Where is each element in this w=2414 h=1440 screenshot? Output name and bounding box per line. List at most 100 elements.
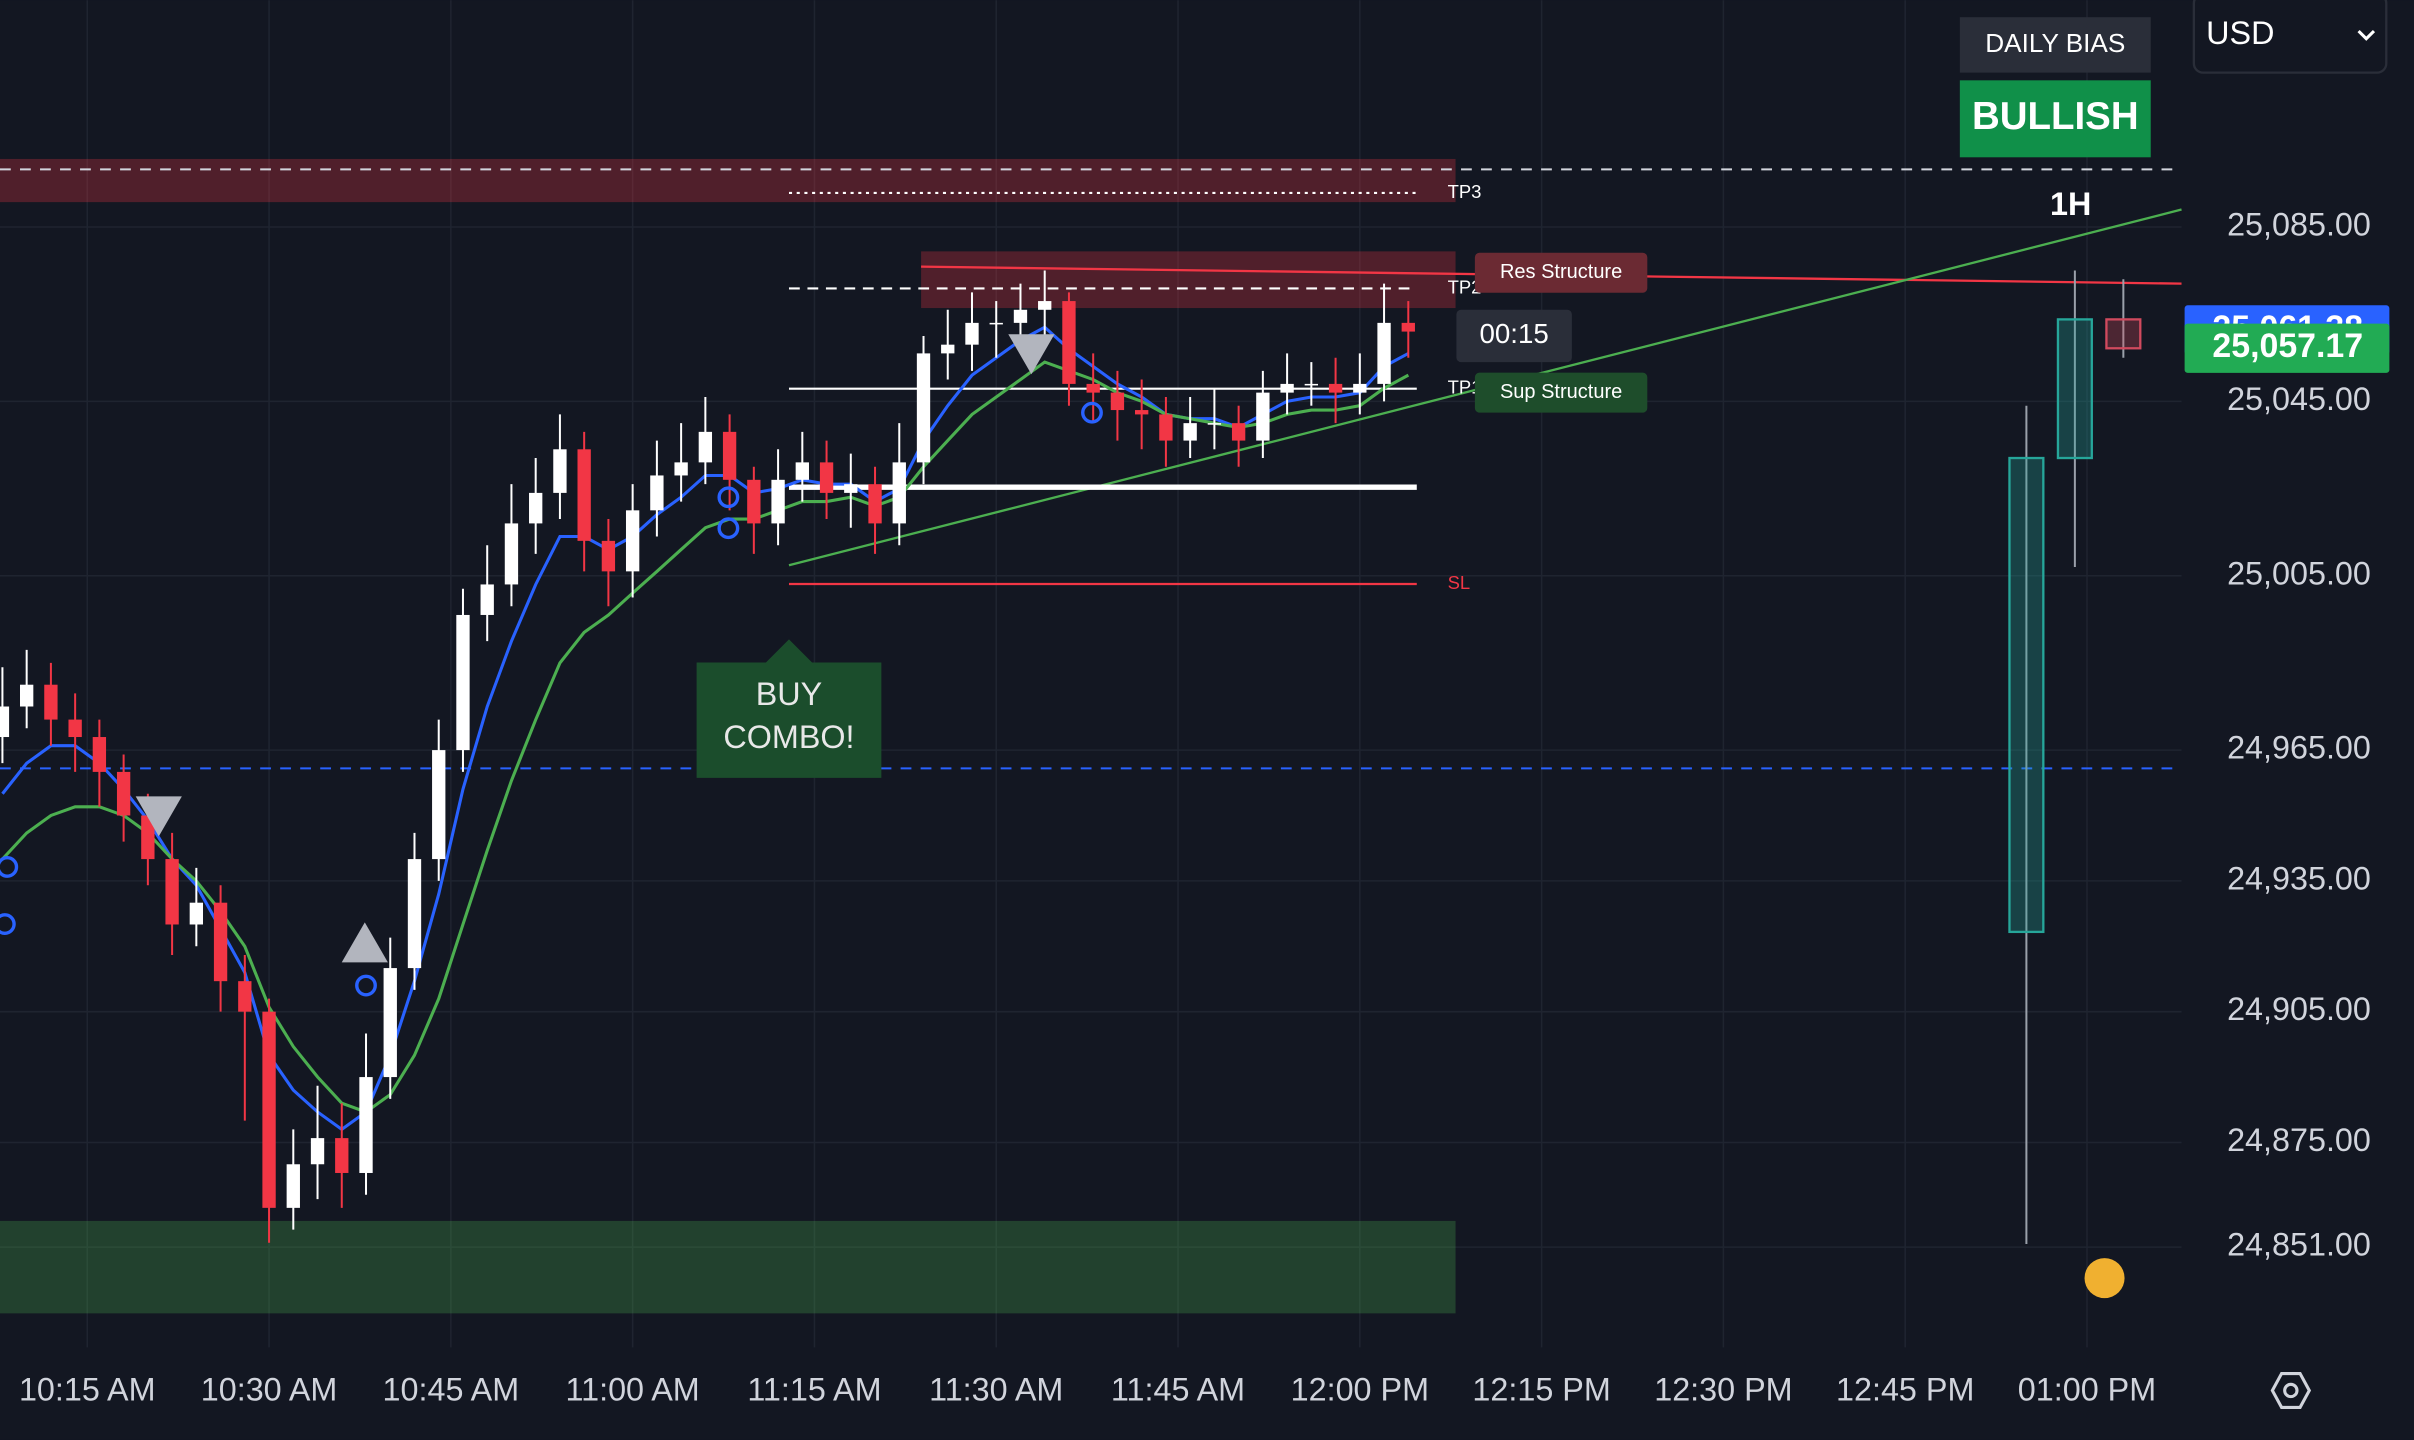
candle-body [1256,392,1270,441]
x-tick-label: 10:30 AM [201,1372,338,1408]
candle-body [141,815,155,860]
candle-body [68,719,82,738]
y-tick-label: 24,851.00 [2227,1227,2371,1263]
zone [0,158,1456,203]
candle-body [19,684,34,707]
candle-body [359,1077,373,1173]
level-label: SL [1448,572,1471,593]
x-tick-label: 12:45 PM [1836,1372,1974,1408]
x-tick-label: 12:15 PM [1472,1372,1610,1408]
candle-body [286,1164,300,1208]
candle-body [116,771,131,816]
candle-body [504,523,519,585]
y-tick-label: 24,905.00 [2227,991,2371,1027]
tag-text: Sup Structure [1500,381,1622,403]
y-tick-label: 24,875.00 [2227,1122,2371,1158]
x-tick-label: 11:15 AM [747,1372,881,1408]
bias-title-box [1959,17,2151,73]
candle-body [335,1138,349,1173]
candle-body [819,462,834,493]
y-tick-label: 25,045.00 [2227,381,2371,417]
htf-body [2056,318,2093,460]
bias-value-box [1959,80,2151,158]
settings-icon-dot [2283,1382,2299,1399]
dropdown-box [2192,0,2388,74]
annotation-text: BUY [756,676,822,712]
bias-title: DAILY BIAS [1985,28,2125,58]
x-tick-label: 12:00 PM [1291,1372,1429,1408]
level-label: TP1 [1448,377,1482,398]
candle-body [0,706,10,738]
y-tick-label: 24,935.00 [2227,860,2371,896]
htf-body [2008,456,2045,934]
candle-body [722,431,737,480]
candle-body [456,614,470,751]
candle-body [698,431,713,463]
candle-body [44,684,58,720]
candle-body [92,737,107,772]
signal-circle [0,913,16,935]
signal-circle [0,856,19,878]
htf-body [2105,318,2142,350]
currency-dropdown[interactable]: USD [2192,0,2388,74]
emoji-icon [2084,1258,2125,1299]
candle-body [1231,423,1246,441]
price-label-box [2184,323,2390,373]
candle-body [844,484,858,493]
candle-body [650,475,664,511]
signal-circle [717,517,740,540]
zone [0,1220,1456,1314]
candle-body [1377,322,1391,384]
candle-body [1328,383,1343,393]
x-tick-label: 01:00 PM [2018,1372,2156,1408]
candle-body [189,902,204,925]
candle-body [165,859,179,925]
signal-triangle [135,796,182,837]
annotation-box [696,639,882,778]
x-tick-label: 10:15 AM [19,1372,156,1408]
settings-icon[interactable] [2270,1371,2312,1409]
signal-triangle [1008,334,1055,375]
candle-body [529,492,543,524]
candle-body [747,479,761,524]
price-label: 25,057.17 [2212,327,2363,365]
candle-body [383,968,397,1078]
candle-body [625,510,640,572]
dropdown-chevron [2357,29,2376,41]
tag-box [1474,252,1648,293]
x-tick-label: 11:30 AM [929,1372,1063,1408]
candle-body [674,462,688,476]
level-label: TP3 [1448,181,1482,202]
candle-body [989,322,1003,325]
candle-body [965,322,979,345]
candle-body [795,462,809,480]
annotation-text: COMBO! [723,719,854,755]
signal-circle [1081,401,1103,424]
candle-body [1183,423,1197,441]
timeframe-label: 1H [2050,186,2091,222]
level-label: TP2 [1448,276,1482,297]
tag-text: Res Structure [1500,261,1622,283]
candle-body [1207,423,1222,425]
candle-body [577,449,591,541]
candle-body [868,484,882,524]
currency: USD [2206,15,2274,51]
candle-body [771,479,785,524]
tag-box [1456,309,1572,363]
candle-body [1013,309,1028,323]
candle-body [941,344,955,354]
candle-body [1280,383,1294,393]
tag-text: 00:15 [1479,318,1548,349]
candle-body [432,750,446,860]
signal-circle [717,486,740,509]
y-tick-label: 25,005.00 [2227,555,2371,591]
candle-body [601,540,616,572]
candle-body [1353,383,1367,393]
candle-body [310,1138,325,1165]
x-tick-label: 12:30 PM [1654,1372,1792,1408]
candle-body [1304,383,1319,386]
